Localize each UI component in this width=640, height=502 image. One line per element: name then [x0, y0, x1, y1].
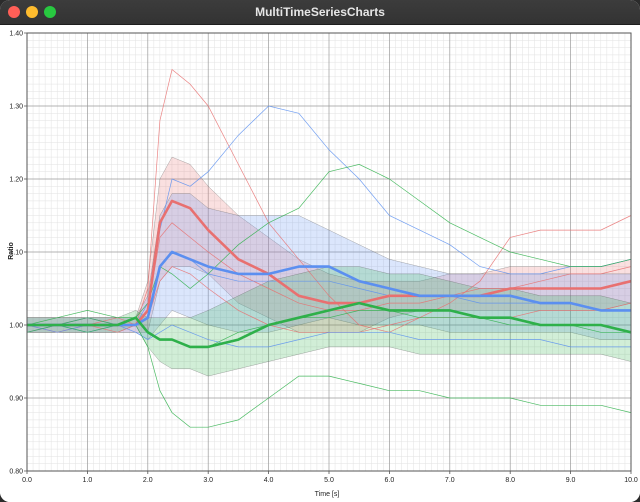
x-tick-label: 9.0	[566, 477, 576, 484]
y-tick-label: 1.10	[9, 250, 23, 257]
x-tick-label: 2.0	[143, 477, 153, 484]
mean-line-series-2	[27, 301, 632, 349]
x-tick-label: 4.0	[264, 477, 274, 484]
y-tick-label: 1.00	[9, 323, 23, 330]
x-tick-label: 10.0	[624, 477, 638, 484]
y-tick-label: 1.30	[9, 104, 23, 111]
window-title: MultiTimeSeriesCharts	[255, 5, 385, 19]
close-window-button[interactable]	[8, 6, 20, 18]
y-tick-label: 0.90	[9, 396, 23, 403]
zoom-window-button[interactable]	[44, 6, 56, 18]
chart-background	[0, 25, 640, 502]
y-tick-label: 1.40	[9, 31, 23, 38]
x-tick-label: 3.0	[203, 477, 213, 484]
x-tick-label: 0.0	[22, 477, 32, 484]
y-axis-label: Ratio	[8, 242, 15, 260]
mean-lines	[27, 199, 632, 349]
y-tick-label: 0.80	[9, 469, 23, 476]
x-tick-label: 7.0	[445, 477, 455, 484]
x-axis-ticks: 0.0 1.0 2.0 3.0 4.0 5.0 6.0 7.0 8.0 9.0 10.0	[22, 471, 638, 484]
trace-series-1-2	[26, 324, 631, 348]
time-series-chart[interactable]: 0.0 1.0 2.0 3.0 4.0 5.0 6.0 7.0 8.0 9.0 10.0 0.800…	[0, 25, 640, 502]
x-tick-label: 1.0	[83, 477, 93, 484]
x-tick-label: 6.0	[385, 477, 395, 484]
title-bar[interactable]: MultiTimeSeriesCharts	[0, 0, 640, 25]
minimize-window-button[interactable]	[26, 6, 38, 18]
y-tick-label: 1.20	[9, 177, 23, 184]
x-tick-label: 8.0	[505, 477, 515, 484]
mean-line-series-1	[27, 250, 631, 327]
x-tick-label: 5.0	[324, 477, 334, 484]
y-axis-ticks: 0.80 0.90 1.00 1.10 1.20 1.30 1.40	[9, 31, 27, 476]
x-axis-label: Time [s]	[315, 491, 340, 498]
